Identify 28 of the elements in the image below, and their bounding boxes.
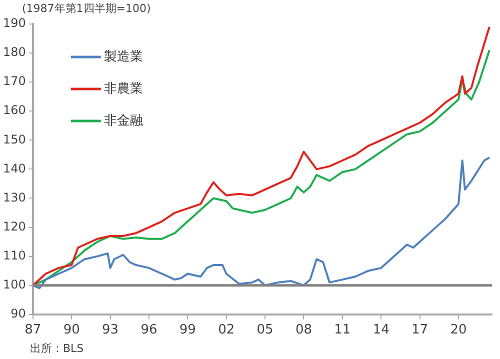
- y-axis-title: (1987年第1四半期=100): [22, 2, 151, 15]
- text: 出所：BLS: [30, 342, 84, 355]
- x-tick-label: 02: [218, 322, 235, 338]
- x-tick-label: 05: [256, 322, 274, 338]
- y-tick-label: 190: [3, 16, 26, 30]
- y-tick-label: 90: [10, 306, 26, 321]
- x-tick-label: 14: [372, 322, 390, 338]
- x-tick-label: 90: [63, 322, 80, 338]
- x-tick-label: 17: [412, 322, 428, 338]
- x-tick-label: 08: [295, 322, 312, 338]
- y-tick-label: 100: [3, 277, 26, 292]
- x-tick-label: 99: [179, 322, 196, 338]
- legend-label: 非農業: [104, 81, 143, 96]
- x-tick-label: 93: [102, 322, 119, 338]
- y-tick-label: 120: [3, 219, 26, 234]
- x-tick-label: 87: [24, 322, 42, 338]
- y-tick-label: 180: [3, 45, 26, 60]
- legend-label: 製造業: [104, 49, 143, 64]
- x-tick-label: 11: [334, 322, 351, 338]
- x-tick-label: 96: [140, 322, 158, 338]
- y-tick-label: 140: [3, 161, 26, 176]
- x-tick-label: 20: [450, 322, 467, 338]
- y-tick-label: 160: [3, 103, 26, 118]
- y-tick-label: 150: [3, 132, 26, 146]
- legend-label: 非金融: [104, 113, 143, 128]
- y-tick-label: 170: [3, 74, 26, 88]
- y-tick-label: 130: [3, 190, 26, 204]
- y-tick-label: 110: [3, 248, 26, 262]
